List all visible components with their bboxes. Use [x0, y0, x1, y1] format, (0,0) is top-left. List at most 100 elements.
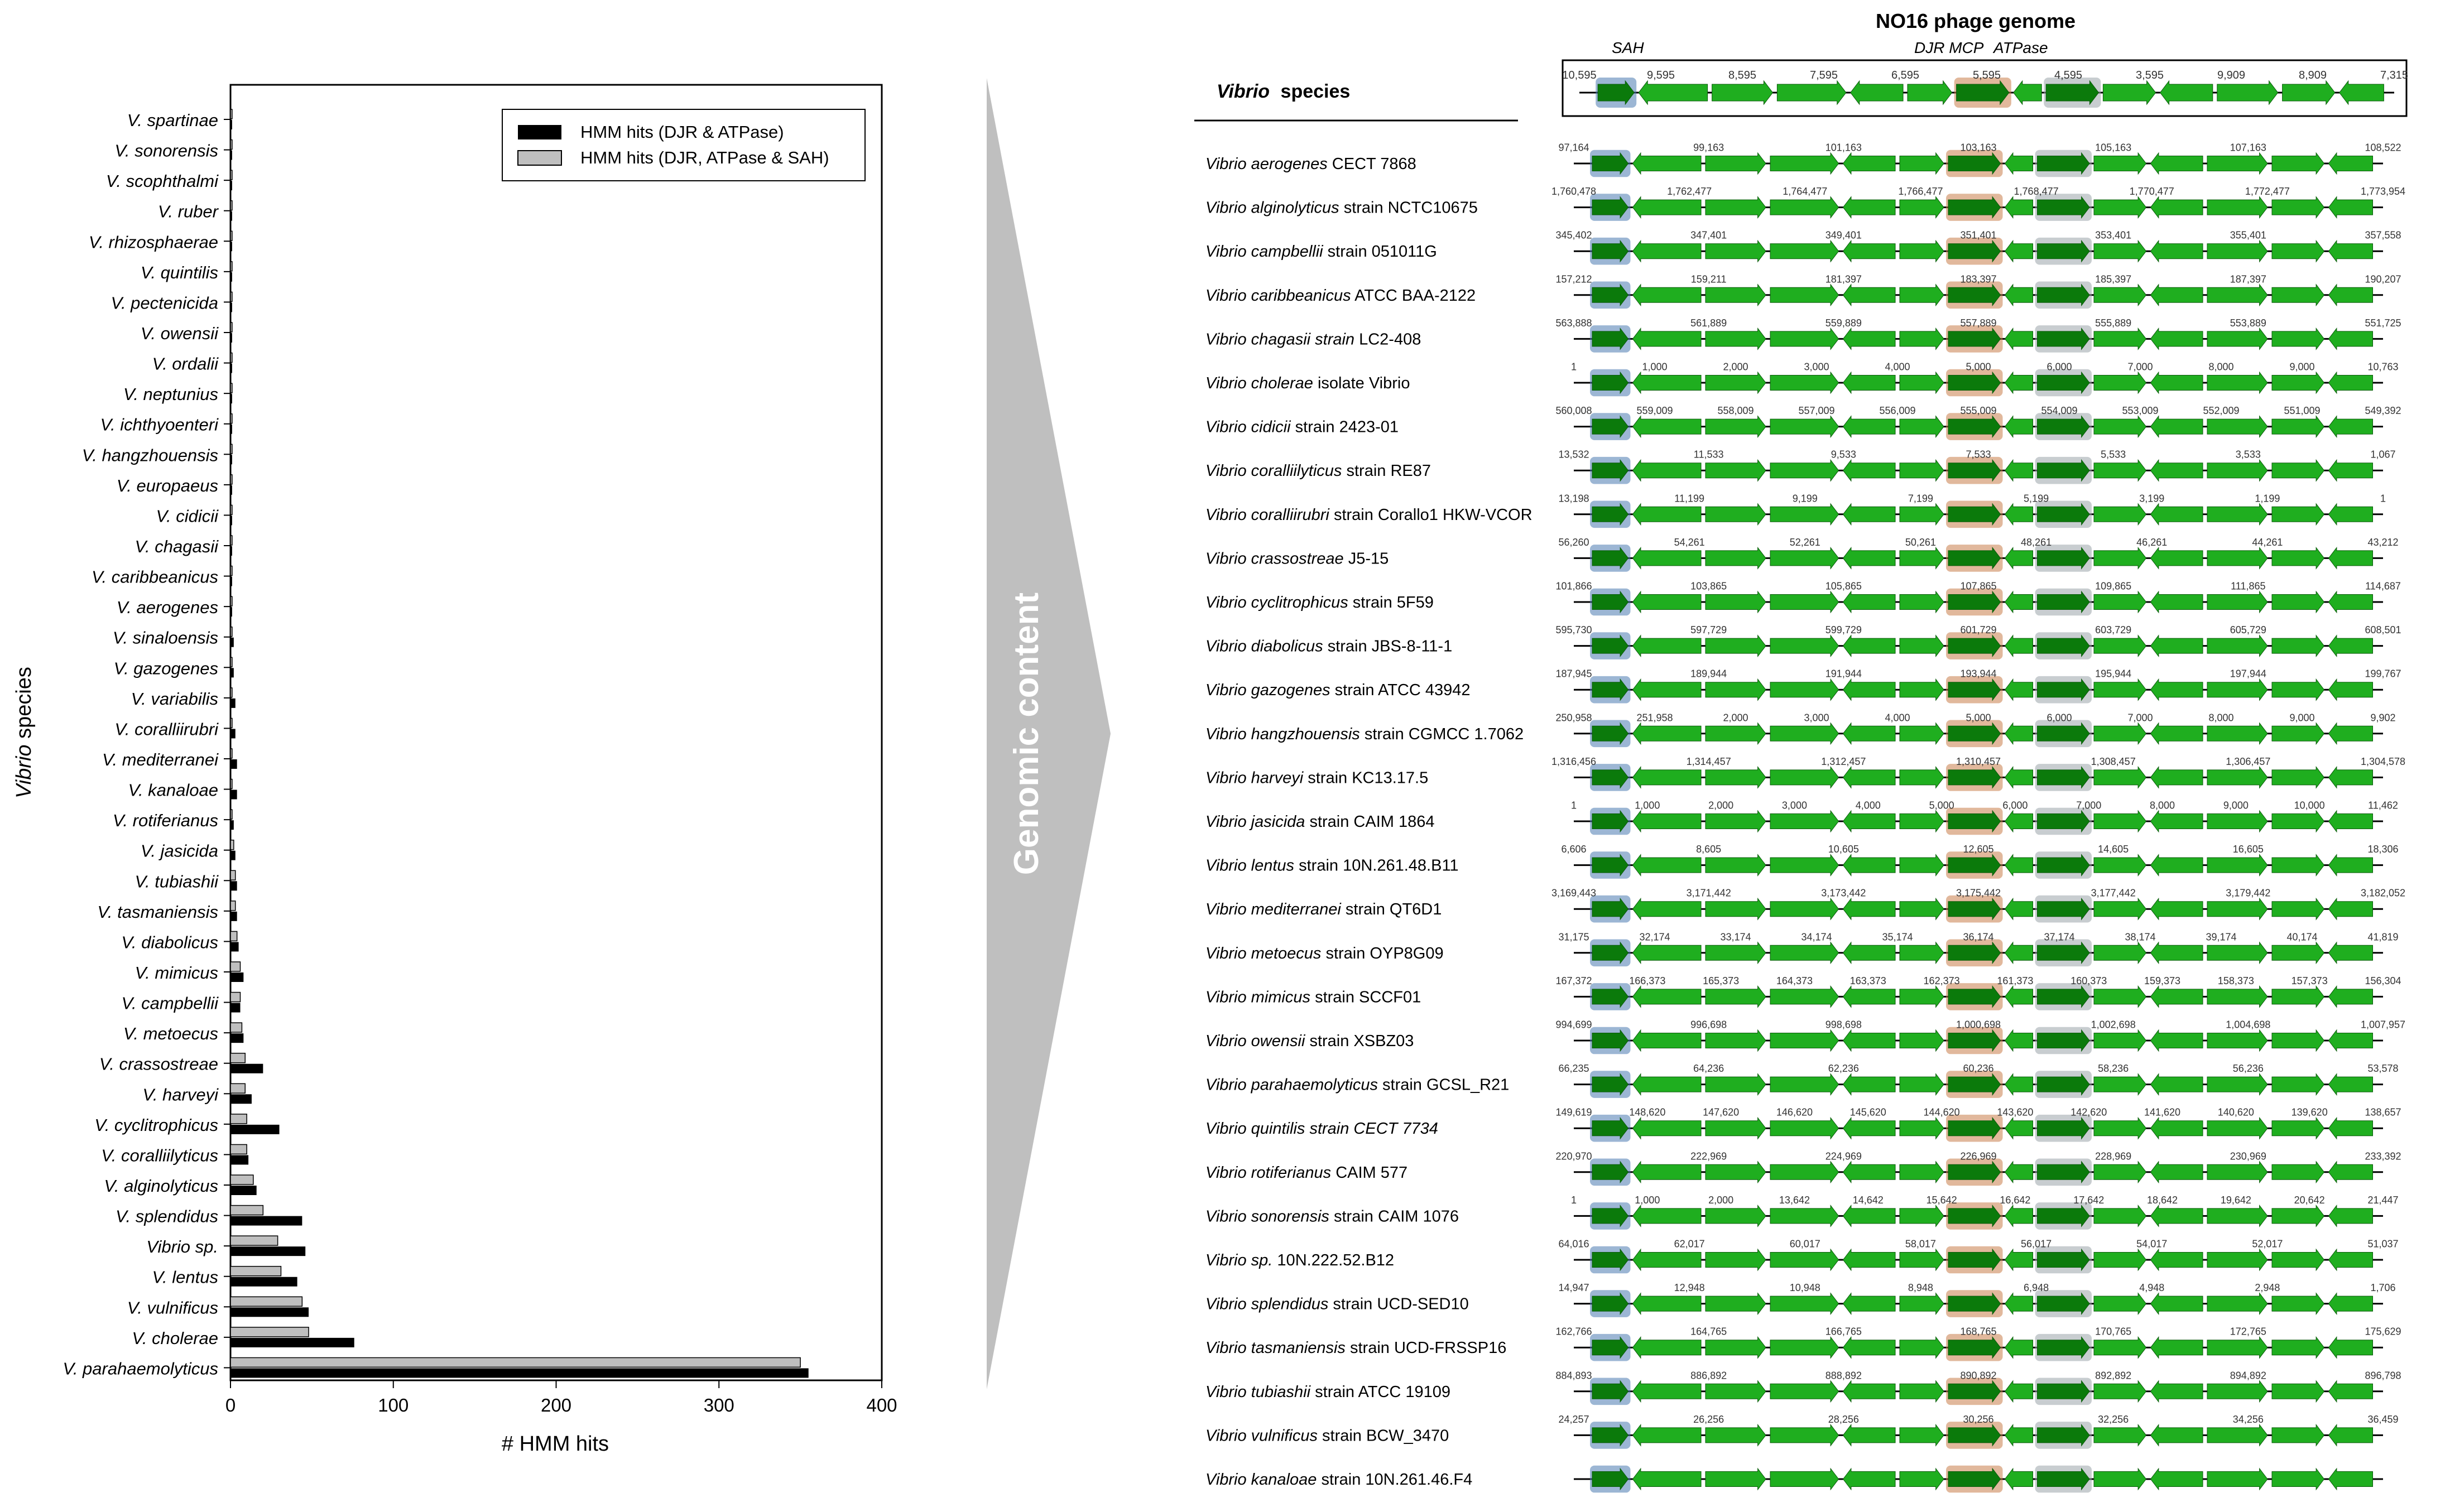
coordinate-label: 7,000	[2127, 712, 2153, 723]
coordinate-label: 10,000	[2294, 800, 2325, 811]
gene-arrow	[2004, 415, 2033, 438]
strain-label: Vibrio quintilis strain CECT 7734	[1205, 1120, 1438, 1138]
gene-arrow	[2328, 503, 2373, 526]
gene-arrow	[2207, 1336, 2268, 1359]
bar-djr-atpase-v-splendidus	[230, 1216, 302, 1226]
gene-arrow	[2004, 854, 2033, 877]
gene-arrow	[2271, 415, 2325, 438]
coordinate-label: 345,402	[1555, 230, 1592, 241]
gene-arrow	[1899, 766, 1944, 789]
gene-arrow	[1770, 415, 1839, 438]
strain-row: Vibrio owensii strain XSBZ03 994,699 996,6…	[1205, 1019, 2405, 1054]
gene-arrow	[1770, 766, 1839, 789]
y-tick-label-v-ichthyoenteri: V. ichthyoenteri	[100, 415, 219, 435]
gene-arrow	[2037, 415, 2090, 438]
bar-djr-atpase-v-kanaloae	[230, 789, 237, 800]
bar-djr-atpase-v-quintilis	[230, 272, 232, 282]
gene-arrow	[2271, 152, 2325, 175]
gene-arrow	[2271, 854, 2325, 877]
strain-label-rest: strain JBS-8-11-1	[1323, 638, 1453, 656]
legend-label-djr-atpase-sah: HMM hits (DJR, ATPase & SAH)	[580, 148, 829, 167]
gene-arrow	[1632, 1336, 1702, 1359]
gene-arrow	[1592, 283, 1629, 307]
bar-djr-atpase-sah-v-rotiferianus	[230, 809, 233, 820]
strain-label: Vibrio aerogenes CECT 7868	[1205, 155, 1416, 173]
gene-arrow	[2150, 722, 2203, 745]
gene-arrow	[1705, 1467, 1766, 1491]
y-tick-label-v-spartinae: V. spartinae	[127, 110, 218, 130]
y-tick-label-v-ordalii: V. ordalii	[152, 354, 219, 374]
coordinate-label: 349,401	[1826, 230, 1862, 241]
coordinate-label: 353,401	[2095, 230, 2131, 241]
gene-arrow	[2004, 766, 2033, 789]
coordinate-label: 4,000	[1885, 362, 1910, 373]
gene-arrow	[1899, 1380, 1944, 1403]
strain-label: Vibrio campbellii strain 051011G	[1205, 243, 1437, 261]
gene-arrow	[2093, 985, 2147, 1008]
gene-arrow	[2328, 941, 2373, 965]
gene-arrow	[1705, 152, 1766, 175]
coordinate-label: 9,000	[2223, 800, 2249, 811]
coordinate-label: 14,605	[2098, 844, 2129, 855]
gene-arrow	[2271, 678, 2325, 701]
gene-arrow	[1948, 590, 2001, 614]
gene-arrow	[1842, 328, 1896, 350]
coordinate-label: 563,888	[1555, 317, 1592, 329]
strain-label-rest: strain BCW_3470	[1318, 1427, 1449, 1444]
coordinate-label: 62,017	[1674, 1239, 1705, 1250]
gene-arrow	[1899, 328, 1944, 350]
bar-djr-atpase-sah-v-crassostreae	[230, 1052, 246, 1063]
gene-arrow	[2150, 897, 2203, 921]
gene-arrow	[1592, 1336, 1629, 1359]
coordinate-label: 160,373	[2071, 975, 2107, 986]
strain-label-italic: Vibrio gazogenes	[1205, 681, 1330, 699]
bar-djr-atpase-sah-v-kanaloae	[230, 778, 233, 789]
coordinate-label: 8,948	[1908, 1282, 1933, 1293]
gene-arrow	[1638, 80, 1708, 105]
gene-arrow	[2271, 547, 2325, 570]
strain-label-rest: strain XSBZ03	[1305, 1032, 1414, 1050]
gene-arrow	[1899, 1205, 1944, 1227]
coordinate-label: 32,256	[2098, 1414, 2129, 1425]
gene-arrow	[2004, 1292, 2033, 1315]
coordinate-label: 1,002,698	[2091, 1019, 2136, 1031]
bar-djr-atpase-sah-v-tubiashii	[230, 870, 236, 881]
gene-arrow	[2328, 590, 2373, 614]
gene-arrow	[2328, 810, 2373, 833]
y-tick-label-v-campbellii: V. campbellii	[122, 994, 219, 1013]
gene-arrow	[1899, 503, 1944, 526]
bar-djr-atpase-v-chagasii	[230, 546, 232, 556]
strain-label: Vibrio tubiashii strain ATCC 19109	[1205, 1383, 1450, 1401]
strain-row: Vibrio mediterranei strain QT6D1 3,169,44…	[1205, 888, 2405, 923]
y-tick-label-v-aerogenes: V. aerogenes	[117, 598, 218, 617]
coordinate-label: 149,619	[1555, 1107, 1592, 1118]
strain-label-rest: strain 2423-01	[1291, 418, 1399, 436]
gene-arrow	[1842, 239, 1896, 263]
coordinate-label: 166,765	[1826, 1326, 1862, 1337]
strain-label-rest: strain OYP8G09	[1321, 945, 1443, 962]
gene-arrow	[1948, 854, 2001, 877]
coordinate-label: 552,009	[2203, 405, 2239, 416]
gene-arrow	[1770, 897, 1839, 921]
coordinate-label: 3,169,443	[1551, 888, 1596, 899]
coordinate-label: 1,304,578	[2361, 756, 2405, 767]
strain-label: Vibrio chagasii strain LC2-408	[1205, 330, 1421, 348]
y-tick-label-v-caribbeanicus: V. caribbeanicus	[92, 567, 218, 587]
strain-label: Vibrio mediterranei strain QT6D1	[1205, 901, 1442, 918]
gene-arrow	[2150, 547, 2203, 570]
gene-arrow	[1632, 985, 1702, 1008]
gene-arrow	[1948, 1292, 2001, 1315]
strain-row: Vibrio lentus strain 10N.261.48.B11 6,606…	[1205, 844, 2399, 879]
gene-arrow	[2328, 854, 2373, 877]
y-tick-label-v-mimicus: V. mimicus	[135, 963, 218, 983]
coordinate-label: 7,199	[1908, 493, 1933, 504]
coordinate-label: 5,000	[1966, 362, 1991, 373]
gene-arrow	[2004, 678, 2033, 701]
coordinate-label: 58,017	[1905, 1239, 1936, 1250]
coordinate-label: 165,373	[1703, 975, 1739, 986]
strain-label: Vibrio tasmaniensis strain UCD-FRSSP16	[1205, 1339, 1506, 1357]
bar-djr-atpase-v-vulnificus	[230, 1307, 309, 1317]
gene-arrow	[1632, 239, 1702, 263]
gene-arrow	[1948, 328, 2001, 350]
gene-arrow	[1592, 371, 1629, 394]
